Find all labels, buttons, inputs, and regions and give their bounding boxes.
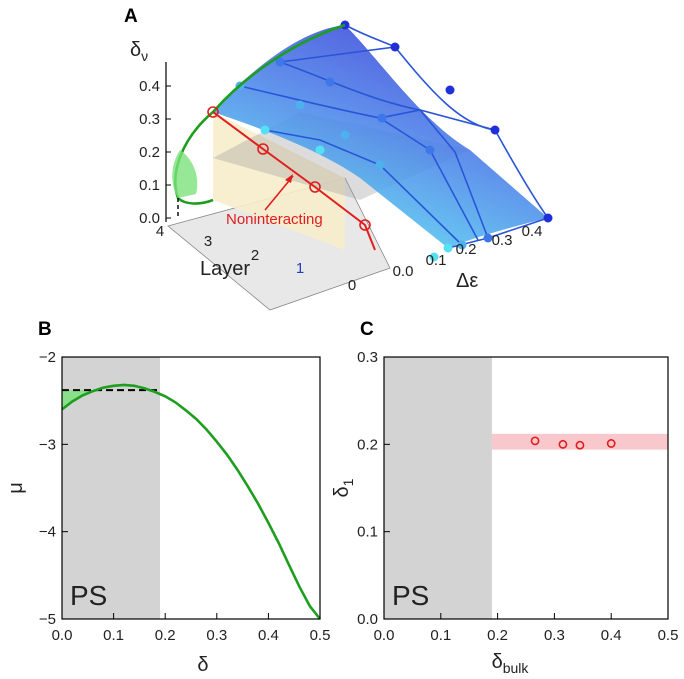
c-x-tick-label: 0.5 [658, 627, 679, 644]
noninteracting-label: Noninteracting [226, 211, 323, 228]
c-x-tick-label: 0.1 [430, 627, 451, 644]
b-y-tick-label: −2 [39, 349, 56, 366]
b-y-tick-label: −3 [39, 436, 56, 453]
c-phase-separation-region [384, 357, 492, 619]
b-x-tick-label: 0.1 [103, 627, 124, 644]
a-z-tick-label: 0.2 [139, 144, 160, 161]
c-x-tick-label: 0.2 [487, 627, 508, 644]
panel-a: A [124, 6, 553, 311]
a-z-tick-label: 0.0 [139, 210, 160, 227]
b-series-line [61, 383, 322, 620]
c-y-ticks: 0.0 0.1 0.2 0.3 [357, 349, 390, 628]
b-x-tick-label: 0.5 [310, 627, 331, 644]
b-x-ticks: 0.0 0.1 0.2 0.3 0.4 0.5 [52, 613, 331, 644]
a-z-tick-label: 0.1 [139, 177, 160, 194]
surface-grid [239, 24, 549, 249]
b-x-axis-label: δ [197, 654, 208, 676]
a-z-ticks: 0.0 0.1 0.2 0.3 0.4 [139, 78, 171, 227]
a-z-tick-label: 0.4 [139, 78, 160, 95]
noninteracting-points [207, 106, 371, 231]
c-data-point [606, 439, 616, 448]
c-y-tick-label: 0.0 [357, 611, 378, 628]
a-layer-tick-label: 2 [251, 247, 259, 264]
b-y-tick-label: −5 [39, 611, 56, 628]
a-z-label: δν [130, 39, 148, 64]
b-ps-label: PS [70, 580, 107, 611]
a-layer-label: Layer [200, 258, 250, 280]
b-y-tick-label: −4 [39, 524, 56, 541]
b-phase-separation-region [62, 357, 161, 619]
a-x-tick-label: 0.3 [492, 232, 513, 249]
panel-a-letter: A [124, 6, 138, 27]
c-y-tick-label: 0.1 [357, 524, 378, 541]
b-maxwell-area [62, 390, 101, 410]
c-x-tick-label: 0.4 [601, 627, 622, 644]
c-x-tick-label: 0.3 [544, 627, 565, 644]
a-layer-tick-label: 0 [348, 277, 356, 294]
c-points [530, 436, 616, 450]
b-y-axis-label: μ [5, 482, 27, 494]
annotation-arrowhead [285, 174, 293, 183]
c-y-tick-label: 0.3 [357, 349, 378, 366]
a-x-tick-label: 0.1 [426, 252, 447, 269]
c-x-ticks: 0.0 0.1 0.2 0.3 0.4 0.5 [374, 613, 679, 644]
c-ps-label: PS [392, 580, 429, 611]
a-layer-tick-label: 4 [156, 223, 164, 240]
a-x-ticks: 0.0 0.1 0.2 0.3 0.4 [393, 223, 543, 280]
c-data-point [530, 436, 540, 446]
a-layer-ticks: 0 1 2 3 4 [156, 223, 356, 294]
green-outline [174, 23, 346, 205]
a-x-tick-label: 0.4 [522, 223, 543, 240]
a-x-tick-label: 0.2 [456, 241, 477, 258]
b-x-tick-label: 0.0 [52, 627, 73, 644]
c-x-tick-label: 0.0 [374, 627, 395, 644]
c-y-tick-label: 0.2 [357, 436, 378, 453]
a-x-tick-label: 0.0 [393, 263, 414, 280]
b-x-tick-label: 0.4 [258, 627, 279, 644]
b-x-tick-label: 0.2 [155, 627, 176, 644]
c-plot-frame [383, 356, 669, 620]
a-layer-tick-label: 3 [204, 233, 212, 250]
c-data-point [575, 440, 585, 450]
green-fill [172, 150, 198, 198]
panel-b-letter: B [38, 319, 52, 340]
a-layer-tick-label: 1 [296, 260, 304, 277]
a-x-label: Δε [456, 270, 478, 292]
panel-b: B 0.0 0.1 0.2 0.3 0.4 0.5 −2 −3 −4 −5 PS δ μ [5, 319, 330, 676]
a-z-tick-label: 0.3 [139, 111, 160, 128]
c-x-axis-label: δbulk [492, 651, 530, 676]
b-y-ticks: −2 −3 −4 −5 [39, 349, 68, 628]
c-data-point [558, 439, 568, 449]
b-x-tick-label: 0.3 [206, 627, 227, 644]
noninteracting-plane [213, 112, 345, 250]
c-y-axis-label: δ1 [331, 478, 356, 497]
delta-surface [213, 25, 548, 248]
panel-c-letter: C [360, 319, 374, 340]
noninteracting-line [212, 111, 376, 251]
b-plot-frame [61, 356, 321, 620]
panel-c: C 0.0 0.1 0.2 0.3 0.4 0.5 0.0 0.1 0.2 0.3 PS δbu… [331, 319, 678, 676]
